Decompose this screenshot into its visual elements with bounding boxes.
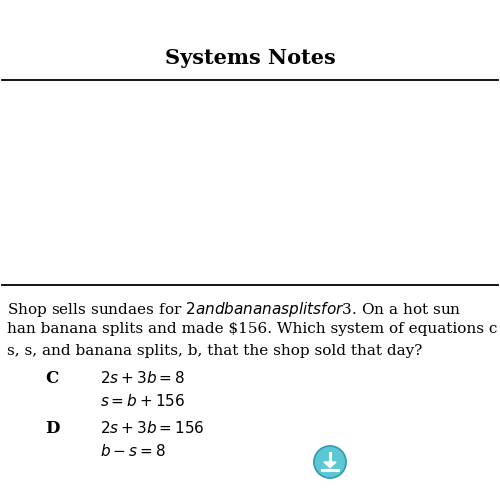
Text: han banana splits and made $156. Which system of equations c: han banana splits and made $156. Which s…	[7, 322, 498, 336]
Polygon shape	[324, 462, 336, 468]
Text: Shop sells sundaes for $2 and banana splits for $3. On a hot sun: Shop sells sundaes for $2 and banana spl…	[7, 300, 462, 319]
Text: C: C	[45, 370, 58, 387]
Text: $2s+3b=156$: $2s+3b=156$	[100, 420, 204, 436]
Text: D: D	[45, 420, 60, 437]
Text: s, s, and banana splits, b, that the shop sold that day?: s, s, and banana splits, b, that the sho…	[7, 344, 422, 358]
Text: Systems Notes: Systems Notes	[164, 48, 336, 68]
Text: $2s+3b=8$: $2s+3b=8$	[100, 370, 185, 386]
Text: $b-s=8$: $b-s=8$	[100, 443, 166, 459]
Text: $s=b+156$: $s=b+156$	[100, 393, 185, 409]
Circle shape	[314, 446, 346, 478]
